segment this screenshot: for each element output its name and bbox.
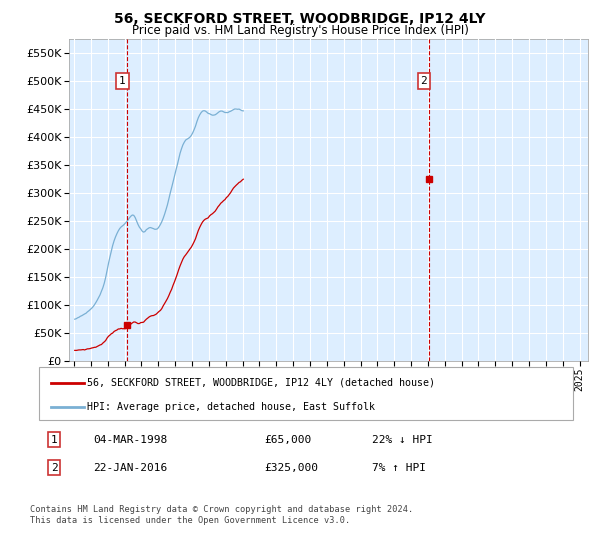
Text: 22-JAN-2016: 22-JAN-2016 [93,463,167,473]
Text: HPI: Average price, detached house, East Suffolk: HPI: Average price, detached house, East… [87,402,375,412]
Text: Contains HM Land Registry data © Crown copyright and database right 2024.
This d: Contains HM Land Registry data © Crown c… [30,505,413,525]
Text: 1: 1 [50,435,58,445]
Text: 04-MAR-1998: 04-MAR-1998 [93,435,167,445]
Text: £325,000: £325,000 [264,463,318,473]
Text: 56, SECKFORD STREET, WOODBRIDGE, IP12 4LY (detached house): 56, SECKFORD STREET, WOODBRIDGE, IP12 4L… [87,378,435,388]
Text: 22% ↓ HPI: 22% ↓ HPI [372,435,433,445]
Text: £65,000: £65,000 [264,435,311,445]
Text: 2: 2 [50,463,58,473]
Text: Price paid vs. HM Land Registry's House Price Index (HPI): Price paid vs. HM Land Registry's House … [131,24,469,36]
Text: 2: 2 [421,76,427,86]
Text: 1: 1 [119,76,126,86]
Text: 56, SECKFORD STREET, WOODBRIDGE, IP12 4LY: 56, SECKFORD STREET, WOODBRIDGE, IP12 4L… [114,12,486,26]
Text: 7% ↑ HPI: 7% ↑ HPI [372,463,426,473]
